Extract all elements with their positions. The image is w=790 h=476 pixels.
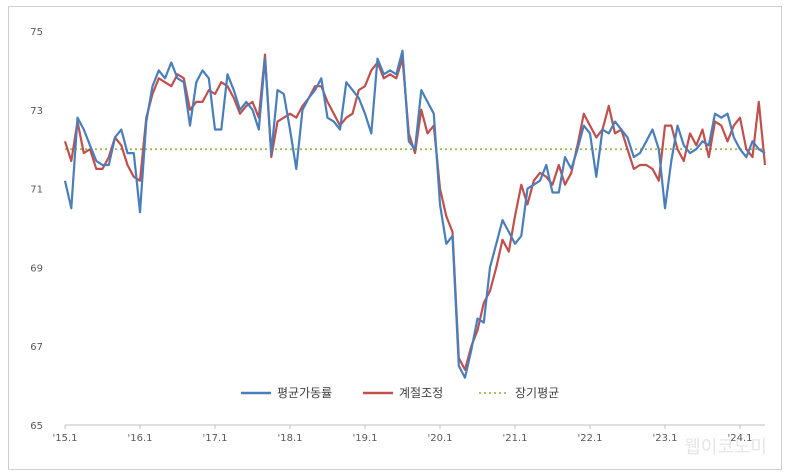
x-tick-label: '24.1 bbox=[727, 433, 752, 444]
x-tick-label: '20.1 bbox=[427, 433, 452, 444]
y-tick-label: 71 bbox=[30, 185, 43, 196]
x-tick-label: '15.1 bbox=[52, 433, 77, 444]
x-tick-label: '19.1 bbox=[352, 433, 377, 444]
watermark-text: 웹이코노미 bbox=[684, 437, 767, 458]
y-tick-label: 69 bbox=[30, 263, 43, 274]
y-tick-label: 65 bbox=[30, 421, 43, 432]
x-tick-label: '22.1 bbox=[577, 433, 602, 444]
x-tick-label: '16.1 bbox=[127, 433, 152, 444]
series-line-1 bbox=[63, 53, 767, 371]
y-tick-label: 67 bbox=[30, 342, 43, 353]
legend-label: 장기평균 bbox=[515, 386, 559, 400]
chart-frame: 65 67 69 71 73 75 '15.1 '16.1 '17.1 '18.1 '19.1 '20… bbox=[8, 6, 782, 470]
legend-label: 계절조정 bbox=[399, 386, 443, 400]
y-tick-label: 75 bbox=[30, 27, 43, 38]
series-line-0 bbox=[63, 49, 766, 379]
y-tick-label: 73 bbox=[30, 106, 43, 117]
x-tick-label: '18.1 bbox=[277, 433, 302, 444]
legend-label: 평균가동률 bbox=[277, 386, 332, 400]
line-chart: 65 67 69 71 73 75 '15.1 '16.1 '17.1 '18.1 '19.1 '20… bbox=[30, 27, 767, 444]
x-tick-label: '21.1 bbox=[502, 433, 527, 444]
x-tick-label: '23.1 bbox=[652, 433, 677, 444]
x-tick-label: '17.1 bbox=[202, 433, 227, 444]
